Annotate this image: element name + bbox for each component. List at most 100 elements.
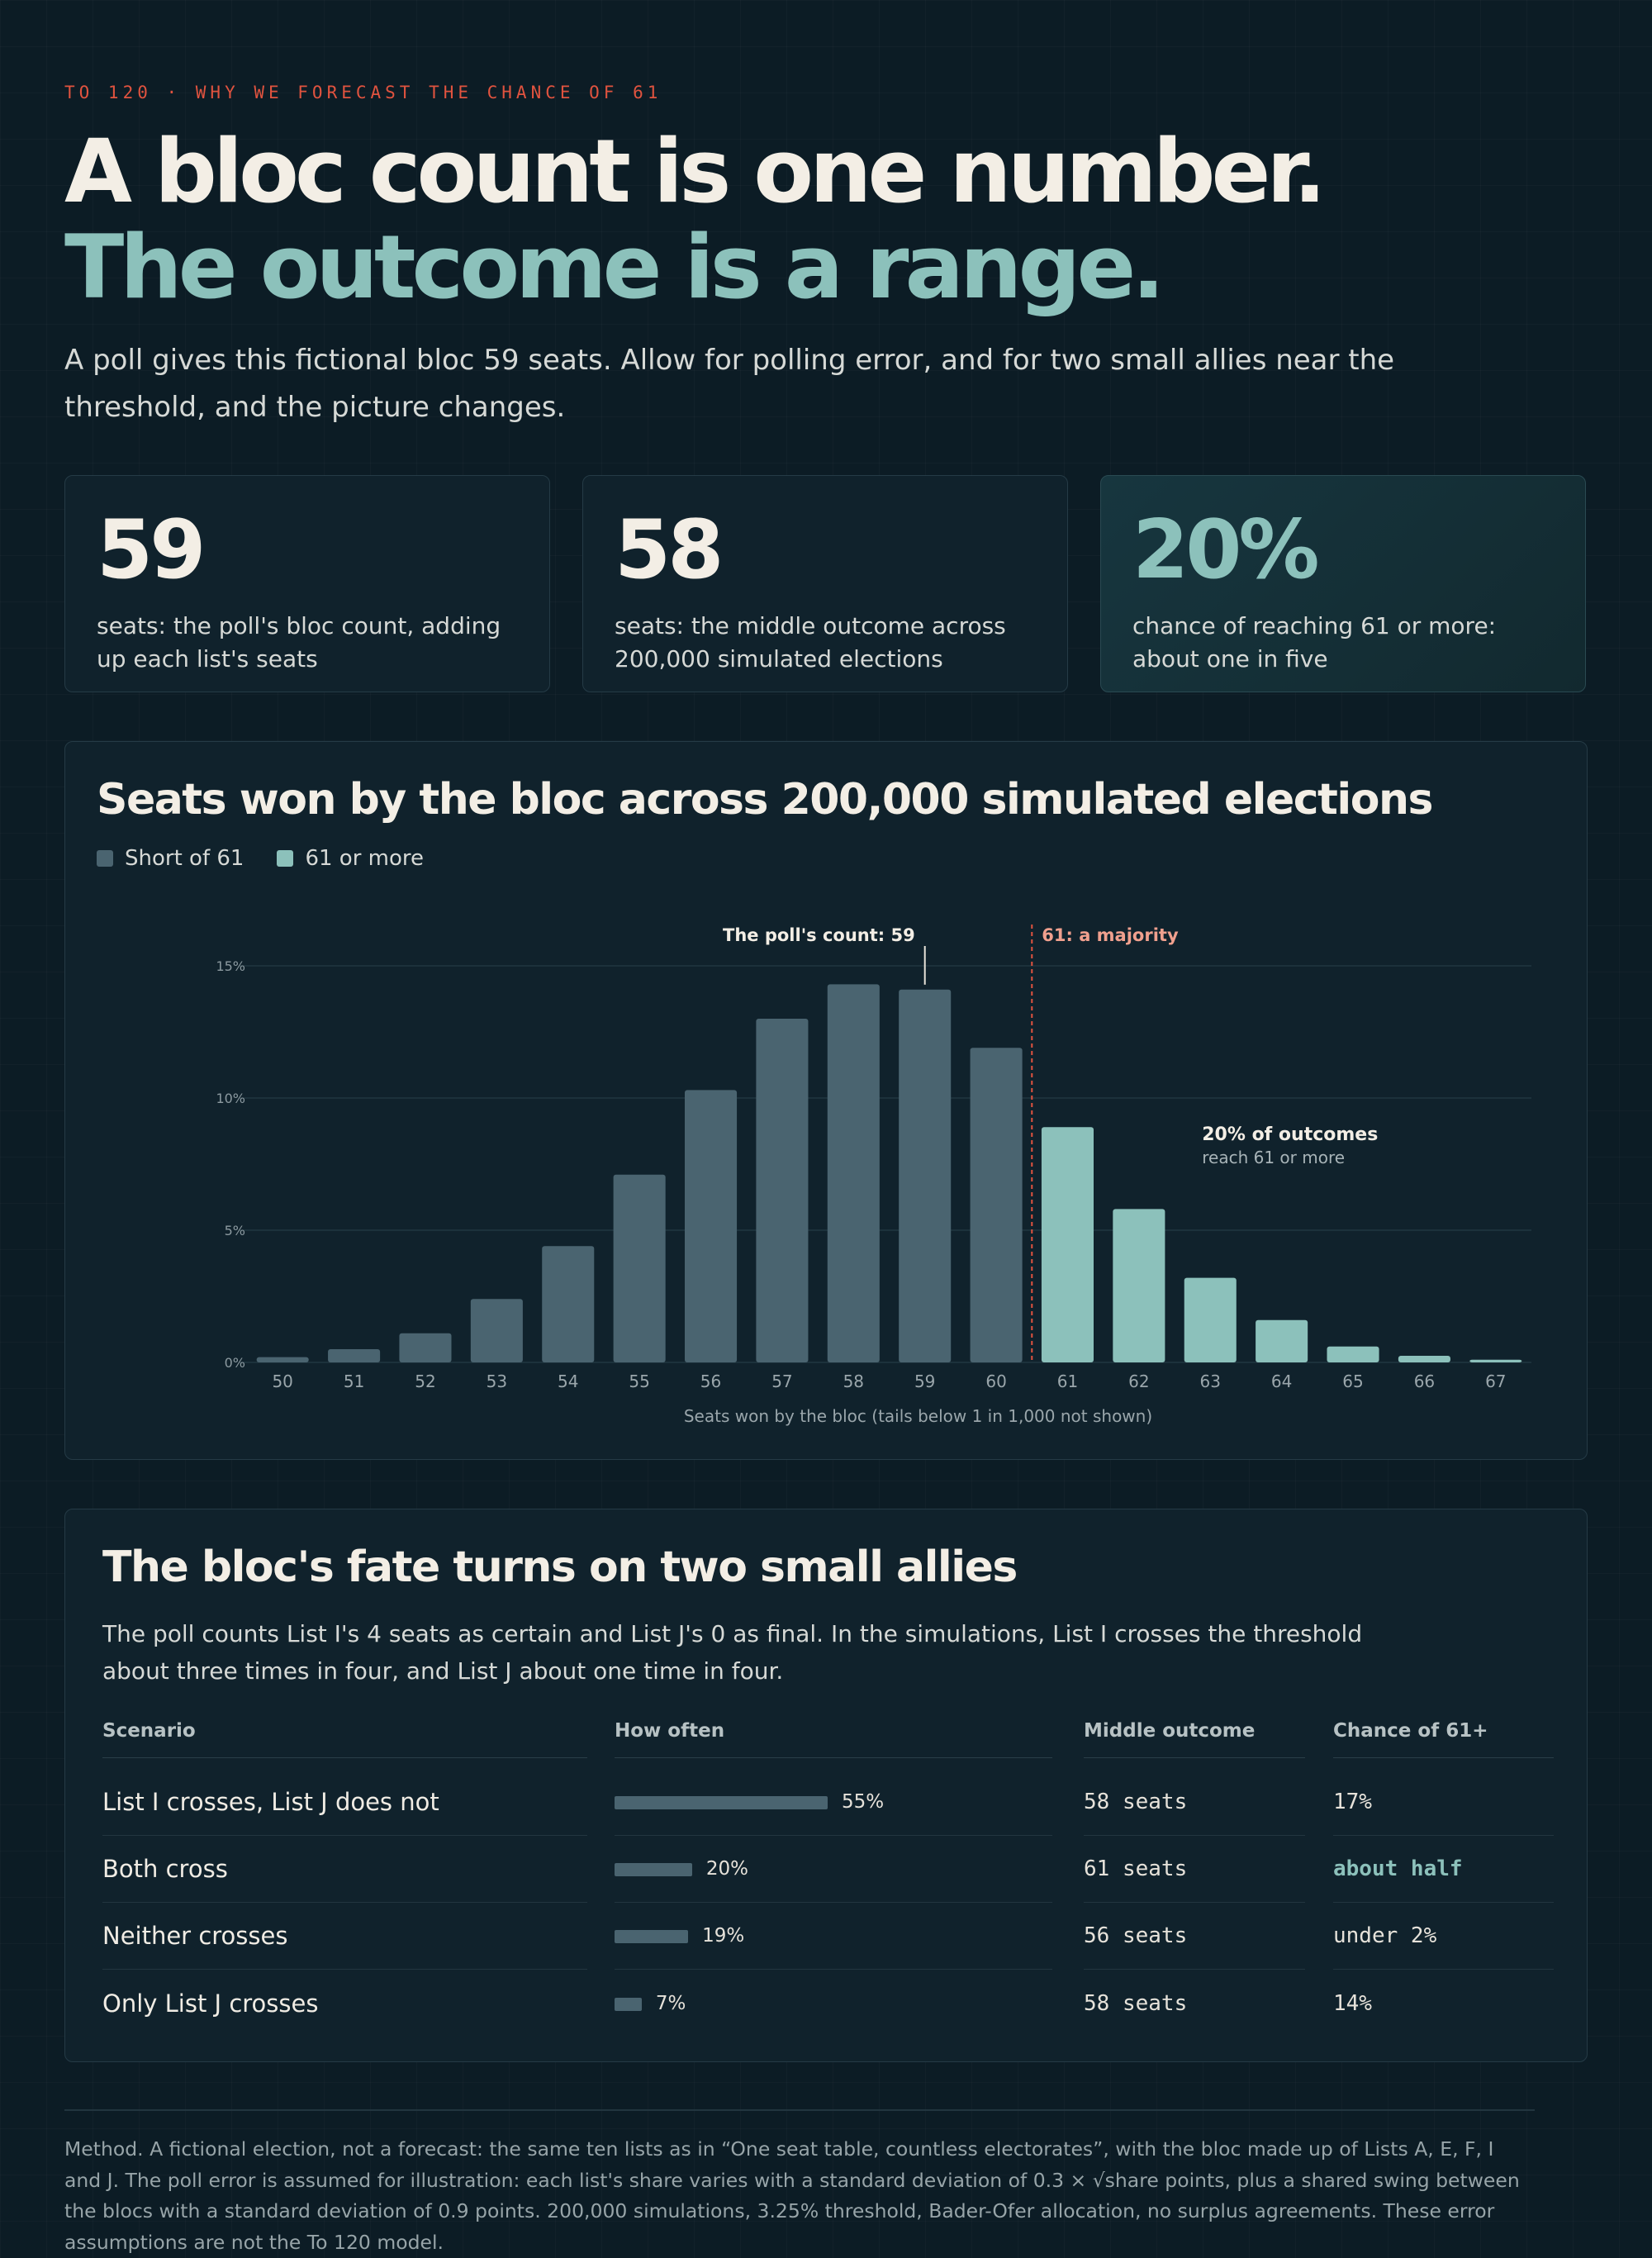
scenario-label: Neither crosses bbox=[102, 1922, 288, 1951]
bar-seat-60 bbox=[970, 1048, 1023, 1362]
seat-distribution-chart: 0% 5% 10% 15% 50 51 52 53 54 55 56 57 58 59 60 61 62 63 64… bbox=[216, 925, 1531, 1426]
stat-cards: 59 seats: the poll's bloc count, adding … bbox=[64, 475, 1588, 694]
chance-value: about half bbox=[1333, 1856, 1463, 1882]
x-tick-label: 58 bbox=[843, 1371, 864, 1391]
y-tick-label: 15% bbox=[216, 958, 245, 974]
method-note: Method. A fictional election, not a fore… bbox=[64, 2137, 1520, 2254]
stat-value: 20% bbox=[1132, 503, 1320, 597]
chance-value: 14% bbox=[1333, 1990, 1372, 2016]
bar-seat-64 bbox=[1256, 1319, 1308, 1362]
row-rule bbox=[102, 1835, 587, 1836]
row-rule bbox=[1333, 1835, 1554, 1836]
bar-seat-54 bbox=[542, 1246, 595, 1362]
bar-seat-52 bbox=[399, 1333, 452, 1362]
stat-description: seats: the middle outcome across 200,000… bbox=[615, 612, 1006, 673]
how-often-value: 19% bbox=[702, 1925, 745, 1947]
row-rule bbox=[1333, 1969, 1554, 1970]
bar-seat-58 bbox=[827, 984, 880, 1362]
row-rule bbox=[102, 1969, 587, 1970]
stat-value: 58 bbox=[615, 503, 724, 597]
bar-seat-59 bbox=[899, 989, 952, 1362]
header-how-often: How often bbox=[615, 1720, 725, 1742]
stat-description: chance of reaching 61 or more: about one… bbox=[1132, 612, 1497, 673]
x-tick-label: 60 bbox=[985, 1371, 1006, 1391]
bar-seat-50 bbox=[256, 1357, 309, 1362]
how-often-bar bbox=[615, 1796, 828, 1809]
how-often-value: 7% bbox=[655, 1992, 686, 2014]
legend-swatch-short bbox=[97, 850, 113, 867]
stat-card-poll-count: 59 seats: the poll's bloc count, adding … bbox=[64, 475, 550, 692]
x-axis-label: Seats won by the bloc (tails below 1 in … bbox=[684, 1406, 1152, 1426]
middle-outcome-value: 58 seats bbox=[1084, 1990, 1188, 2016]
x-tick-label: 62 bbox=[1128, 1371, 1149, 1391]
y-tick-label: 5% bbox=[225, 1223, 245, 1238]
bar-seat-61 bbox=[1041, 1127, 1094, 1362]
eyebrow: TO 120 · WHY WE FORECAST THE CHANCE OF 6… bbox=[64, 83, 662, 102]
stat-card-majority-chance: 20% chance of reaching 61 or more: about… bbox=[1100, 475, 1586, 692]
bar-seat-67 bbox=[1469, 1359, 1522, 1362]
table-row: Only List J crosses 7% 58 seats 14% bbox=[65, 1970, 1588, 2037]
bar-seat-51 bbox=[328, 1349, 381, 1362]
x-tick-label: 57 bbox=[771, 1371, 792, 1391]
headline-line-2: The outcome is a range. bbox=[64, 216, 1165, 318]
row-rule bbox=[1333, 1902, 1554, 1904]
x-tick-label: 56 bbox=[700, 1371, 721, 1391]
bar-seat-56 bbox=[684, 1090, 738, 1362]
footer-divider bbox=[64, 2109, 1535, 2111]
x-tick-label: 52 bbox=[415, 1371, 435, 1391]
x-tick-label: 54 bbox=[558, 1371, 578, 1391]
outcome-share-label: 20% of outcomes bbox=[1202, 1124, 1378, 1145]
lede: A poll gives this fictional bloc 59 seat… bbox=[64, 344, 1395, 424]
x-tick-label: 53 bbox=[487, 1371, 507, 1391]
chart-title: Seats won by the bloc across 200,000 sim… bbox=[97, 775, 1433, 825]
middle-outcome-value: 56 seats bbox=[1084, 1923, 1188, 1949]
scenario-intro: The poll counts List I's 4 seats as cert… bbox=[102, 1620, 1363, 1685]
legend-label-majority: 61 or more bbox=[305, 846, 425, 871]
bar-seat-62 bbox=[1113, 1209, 1165, 1362]
x-tick-label: 67 bbox=[1485, 1371, 1506, 1391]
row-rule bbox=[615, 1835, 1052, 1836]
header-chance: Chance of 61+ bbox=[1333, 1720, 1488, 1742]
row-rule bbox=[102, 1902, 587, 1904]
how-often-value: 20% bbox=[705, 1858, 748, 1880]
headline-line-1: A bloc count is one number. bbox=[64, 121, 1327, 222]
legend-swatch-majority bbox=[277, 850, 294, 867]
how-often-bar bbox=[615, 1997, 642, 2011]
x-tick-label: 61 bbox=[1057, 1371, 1078, 1391]
stat-card-middle-outcome: 58 seats: the middle outcome across 200,… bbox=[582, 475, 1068, 692]
how-often-value: 55% bbox=[842, 1791, 885, 1813]
chance-value: under 2% bbox=[1333, 1923, 1437, 1949]
scenario-label: List I crosses, List J does not bbox=[102, 1788, 439, 1816]
outcome-share-sublabel: reach 61 or more bbox=[1202, 1148, 1345, 1167]
x-tick-label: 63 bbox=[1200, 1371, 1221, 1391]
headline: A bloc count is one number. The outcome … bbox=[64, 121, 1327, 318]
how-often-bar bbox=[615, 1863, 692, 1877]
header-rule bbox=[1084, 1757, 1305, 1758]
table-row: Both cross 20% 61 seats about half bbox=[65, 1836, 1588, 1904]
row-rule bbox=[1084, 1902, 1305, 1904]
how-often-bar bbox=[615, 1930, 689, 1944]
y-tick-label: 10% bbox=[216, 1091, 245, 1106]
stat-value: 59 bbox=[97, 503, 206, 597]
y-tick-label: 0% bbox=[225, 1355, 245, 1371]
header-rule bbox=[102, 1757, 587, 1758]
majority-threshold-label: 61: a majority bbox=[1042, 925, 1179, 945]
x-tick-label: 64 bbox=[1271, 1371, 1292, 1391]
chart-legend: Short of 61 61 or more bbox=[97, 846, 424, 871]
table-row: Neither crosses 19% 56 seats under 2% bbox=[65, 1903, 1588, 1970]
legend-item-majority: 61 or more bbox=[277, 846, 424, 871]
chance-value: 17% bbox=[1333, 1790, 1372, 1814]
row-rule bbox=[1084, 1835, 1305, 1836]
middle-outcome-value: 58 seats bbox=[1084, 1790, 1188, 1814]
bar-seat-63 bbox=[1184, 1277, 1237, 1362]
header-rule bbox=[1333, 1757, 1554, 1758]
header-middle-outcome: Middle outcome bbox=[1084, 1720, 1256, 1742]
x-tick-label: 59 bbox=[914, 1371, 935, 1391]
bar-seat-57 bbox=[756, 1019, 809, 1362]
poll-count-label: The poll's count: 59 bbox=[723, 925, 915, 945]
bar-seat-65 bbox=[1327, 1346, 1379, 1362]
stat-description: seats: the poll's bloc count, adding up … bbox=[97, 612, 501, 673]
scenario-title: The bloc's fate turns on two small allie… bbox=[102, 1543, 1018, 1592]
scenario-label: Both cross bbox=[102, 1855, 228, 1884]
table-row: List I crosses, List J does not 55% 58 sea… bbox=[65, 1769, 1588, 1836]
